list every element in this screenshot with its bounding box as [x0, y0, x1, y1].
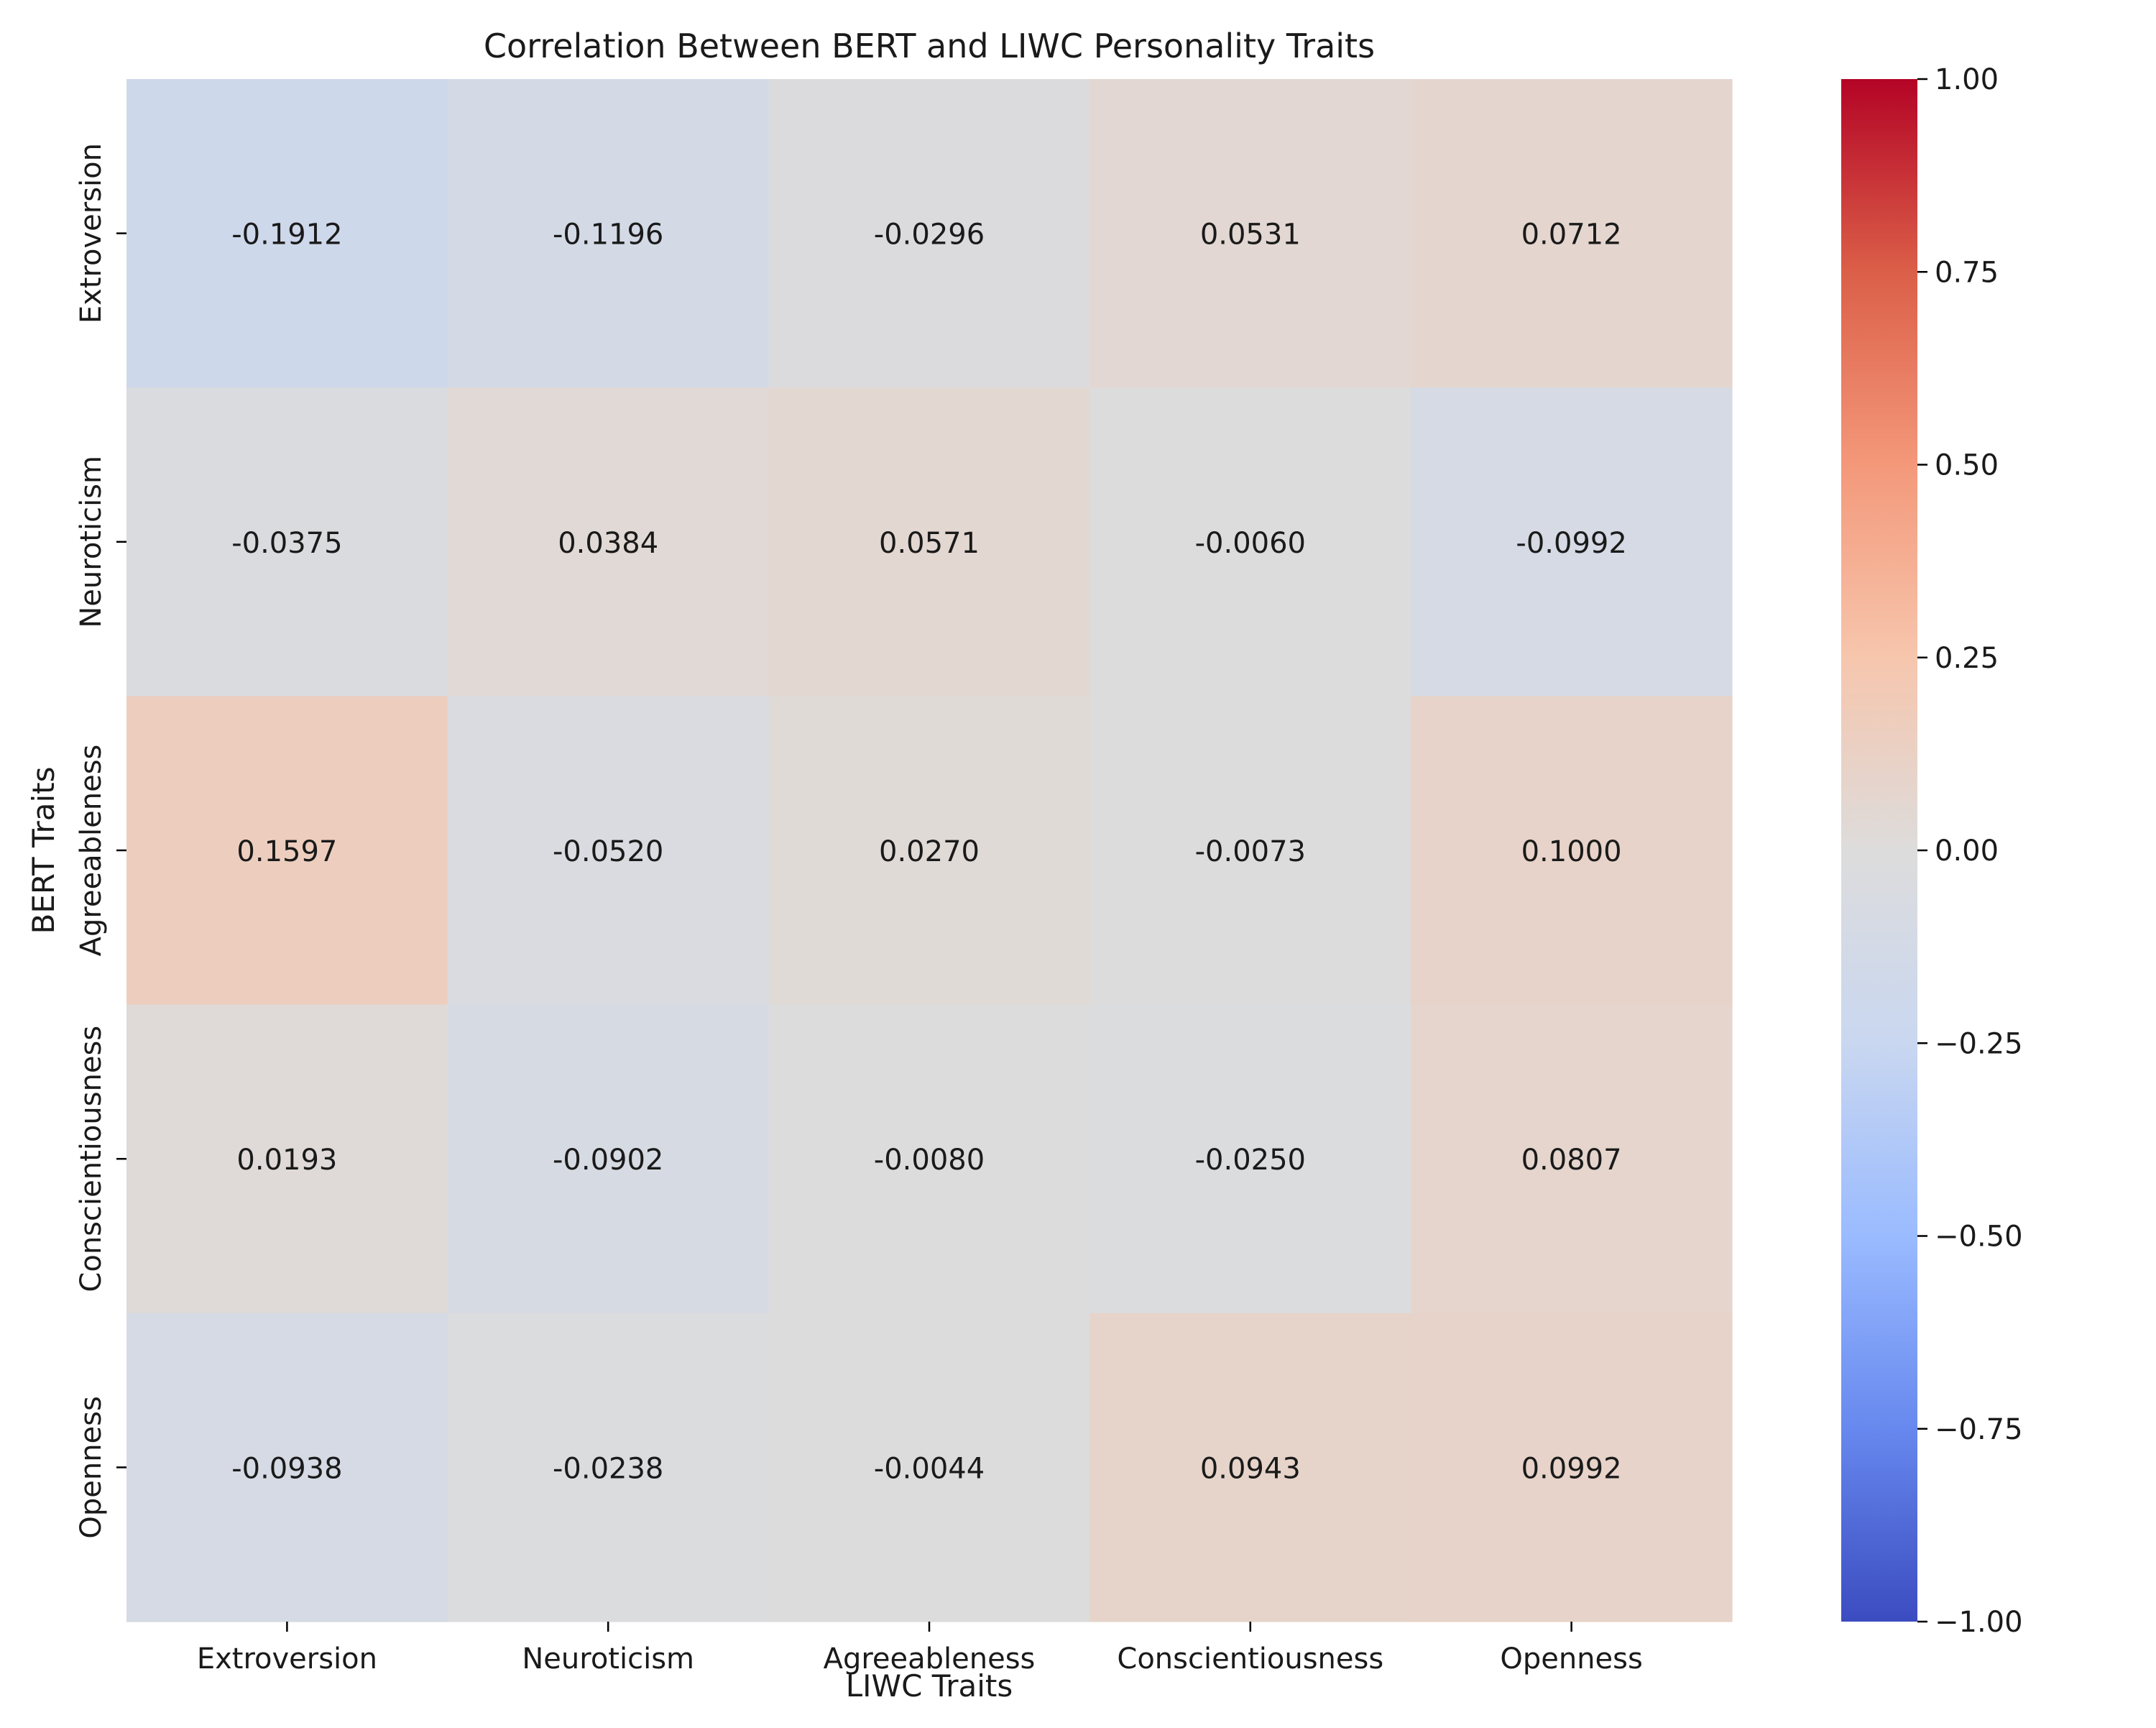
heatmap-cell — [447, 1313, 770, 1622]
x-axis-ticks: Extroversion Neuroticism Agreeableness Cons… — [197, 1622, 1643, 1676]
cell-value-label: 0.0193 — [236, 1144, 337, 1177]
cell-value-label: 0.1597 — [236, 835, 337, 868]
cell-value-label: -0.0938 — [231, 1452, 342, 1485]
cell-value-label: 0.0270 — [879, 835, 980, 868]
x-tick-label: Extroversion — [197, 1642, 377, 1676]
cell-value-label: -0.0060 — [1195, 527, 1306, 560]
cell-value-label: 0.0807 — [1521, 1144, 1622, 1177]
cell-value-label: -0.0080 — [874, 1144, 985, 1177]
cell-value-label: -0.0296 — [874, 219, 985, 252]
cell-value-label: -0.0250 — [1195, 1144, 1306, 1177]
colorbar-tick-label: −0.50 — [1935, 1221, 2023, 1254]
heatmap-cell — [126, 79, 448, 388]
cell-value-label: -0.1196 — [553, 219, 663, 252]
heatmap-cell — [768, 696, 1090, 1006]
heatmap-cells: -0.1912 -0.1196 -0.0296 0.0531 0.0712 -0.0375… — [126, 79, 1733, 1622]
heatmap-cell — [1411, 696, 1733, 1006]
cell-value-label: 0.0571 — [879, 527, 980, 560]
y-axis-label: BERT Traits — [26, 767, 61, 934]
heatmap-cell — [1089, 387, 1411, 697]
colorbar-tick-label: 1.00 — [1935, 63, 1999, 96]
colorbar-tick-label: −0.75 — [1935, 1413, 2023, 1446]
cell-value-label: 0.0712 — [1521, 219, 1622, 252]
cell-value-label: 0.0531 — [1200, 219, 1301, 252]
cell-value-label: -0.0044 — [874, 1452, 985, 1485]
heatmap-cell — [447, 696, 770, 1006]
cell-value-label: 0.0992 — [1521, 1452, 1622, 1485]
colorbar-tick-label: 0.75 — [1935, 256, 1999, 289]
heatmap-cell — [768, 387, 1090, 697]
cell-value-label: -0.1912 — [231, 219, 342, 252]
heatmap-cell — [126, 1004, 448, 1314]
x-tick-label: Openness — [1500, 1642, 1642, 1676]
heatmap-cell — [1089, 696, 1411, 1006]
cell-value-label: -0.0520 — [553, 835, 663, 868]
colorbar-tick-label: 0.25 — [1935, 642, 1999, 675]
heatmap-cell — [1411, 387, 1733, 697]
x-axis-label: LIWC Traits — [846, 1668, 1013, 1704]
heatmap-cell — [768, 1313, 1090, 1622]
cell-value-label: -0.0902 — [553, 1144, 663, 1177]
heatmap-cell — [447, 1004, 770, 1314]
heatmap-cell — [768, 79, 1090, 388]
heatmap-cell — [126, 1313, 448, 1622]
y-tick-label: Extroversion — [75, 143, 108, 323]
heatmap-cell — [447, 79, 770, 388]
colorbar-tick-label: 0.50 — [1935, 449, 1999, 482]
cell-value-label: -0.0238 — [553, 1452, 663, 1485]
chart-title: Correlation Between BERT and LIWC Person… — [484, 27, 1375, 65]
heatmap-cell — [447, 387, 770, 697]
y-tick-label: Agreeableness — [75, 745, 108, 957]
heatmap-cell — [1089, 79, 1411, 388]
cell-value-label: -0.0375 — [231, 527, 342, 560]
colorbar-tick-label: −0.25 — [1935, 1027, 2023, 1060]
heatmap-cell — [768, 1004, 1090, 1314]
cell-value-label: -0.0073 — [1195, 835, 1306, 868]
colorbar-tick-label: −1.00 — [1935, 1606, 2023, 1639]
heatmap-cell — [126, 696, 448, 1006]
colorbar-gradient — [1841, 79, 1917, 1622]
heatmap-cell — [1411, 1313, 1733, 1622]
cell-value-label: 0.0943 — [1200, 1452, 1301, 1485]
y-tick-label: Conscientiousness — [75, 1026, 108, 1292]
y-tick-label: Neuroticism — [75, 456, 108, 628]
colorbar: 1.00 0.75 0.50 0.25 0.00 −0.25 −0.50 −0.75 −1.00 — [1841, 63, 2023, 1639]
colorbar-tick-label: 0.00 — [1935, 835, 1999, 868]
heatmap-cell — [1089, 1004, 1411, 1314]
y-axis-ticks: Extroversion Neuroticism Agreeableness Cons… — [75, 143, 126, 1539]
heatmap-cell — [1411, 79, 1733, 388]
cell-value-label: 0.0384 — [558, 527, 658, 560]
heatmap-cell — [126, 387, 448, 697]
cell-value-label: 0.1000 — [1521, 835, 1622, 868]
x-tick-label: Conscientiousness — [1117, 1642, 1383, 1676]
heatmap-cell — [1089, 1313, 1411, 1622]
y-tick-label: Openness — [75, 1396, 108, 1538]
heatmap-cell — [1411, 1004, 1733, 1314]
x-tick-label: Agreeableness — [824, 1642, 1036, 1676]
cell-value-label: -0.0992 — [1516, 527, 1626, 560]
x-tick-label: Neuroticism — [522, 1642, 694, 1676]
